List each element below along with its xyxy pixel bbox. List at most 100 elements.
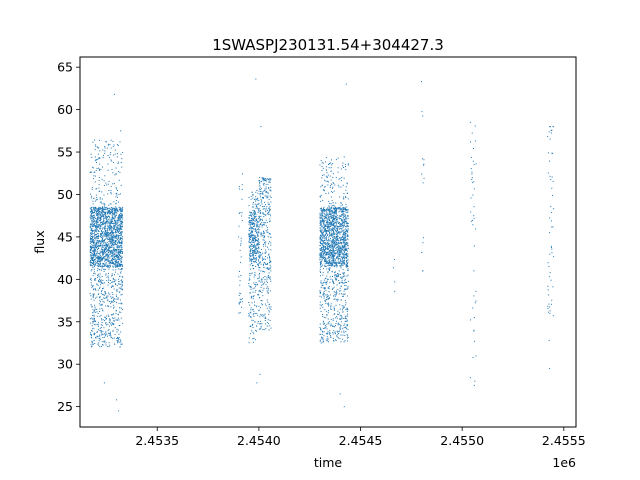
data-point — [338, 261, 340, 263]
data-point — [108, 225, 110, 227]
data-point — [260, 126, 262, 128]
data-point — [93, 319, 95, 321]
data-point — [268, 181, 270, 183]
data-point — [93, 211, 95, 213]
data-point — [340, 277, 342, 279]
data-point — [119, 208, 121, 210]
data-point — [112, 301, 114, 303]
data-point — [103, 268, 105, 270]
data-point — [321, 232, 323, 234]
data-point — [326, 282, 328, 284]
data-point — [331, 216, 333, 218]
data-point — [334, 258, 336, 260]
data-point — [92, 224, 94, 226]
data-point — [111, 249, 113, 251]
data-point — [106, 265, 108, 267]
data-point — [335, 208, 337, 210]
data-point — [320, 225, 322, 227]
data-point — [119, 215, 121, 217]
data-point — [346, 340, 348, 342]
data-point — [423, 164, 425, 166]
data-point — [109, 300, 111, 302]
data-point — [264, 320, 266, 322]
data-point — [261, 256, 263, 258]
data-point — [471, 220, 473, 222]
data-point — [341, 225, 343, 227]
data-point — [97, 227, 99, 229]
data-point — [341, 262, 343, 264]
data-point — [256, 247, 258, 249]
data-point — [250, 222, 252, 224]
data-point — [268, 306, 270, 308]
data-point — [120, 234, 122, 236]
data-point — [327, 247, 329, 249]
data-point — [329, 228, 331, 230]
data-point — [344, 232, 346, 234]
data-point — [249, 219, 251, 221]
data-point — [95, 337, 97, 339]
data-point — [338, 282, 340, 284]
data-point — [251, 226, 253, 228]
data-point — [252, 218, 254, 220]
data-point — [550, 206, 552, 208]
data-point — [339, 261, 341, 263]
data-point — [337, 334, 339, 336]
data-point — [94, 238, 96, 240]
data-point — [269, 262, 271, 264]
data-point — [264, 317, 266, 319]
data-point — [96, 229, 98, 231]
data-point — [91, 223, 93, 225]
data-point — [335, 208, 337, 210]
data-point — [321, 216, 323, 218]
data-point — [97, 256, 99, 258]
data-point — [321, 249, 323, 251]
data-point — [104, 248, 106, 250]
data-point — [339, 251, 341, 253]
data-point — [342, 208, 344, 210]
data-point — [326, 221, 328, 223]
data-point — [338, 222, 340, 224]
data-point — [111, 211, 113, 213]
data-point — [553, 208, 555, 210]
data-point — [93, 255, 95, 257]
data-point — [107, 216, 109, 218]
data-point — [100, 290, 102, 292]
data-point — [338, 293, 340, 295]
data-point — [255, 281, 257, 283]
data-point — [338, 250, 340, 252]
data-point — [93, 273, 95, 275]
data-point — [102, 279, 104, 281]
data-point — [252, 341, 254, 343]
data-point — [241, 306, 243, 308]
data-point — [94, 252, 96, 254]
data-point — [255, 237, 257, 239]
data-point — [102, 257, 104, 259]
data-point — [268, 323, 270, 325]
data-point — [547, 152, 549, 154]
data-point — [252, 235, 254, 237]
data-point — [339, 210, 341, 212]
data-point — [332, 235, 334, 237]
data-point — [333, 266, 335, 268]
data-point — [322, 162, 324, 164]
data-point — [107, 193, 109, 195]
data-point — [92, 238, 94, 240]
data-point — [322, 252, 324, 254]
data-point — [393, 259, 395, 261]
data-point — [117, 218, 119, 220]
data-point — [327, 181, 329, 183]
data-point — [323, 254, 325, 256]
data-point — [114, 258, 116, 260]
data-point — [120, 252, 122, 254]
data-point — [97, 257, 99, 259]
data-point — [116, 255, 118, 257]
data-point — [112, 258, 114, 260]
data-point — [95, 260, 97, 262]
data-point — [320, 261, 322, 263]
data-point — [327, 295, 329, 297]
scatter-points — [89, 78, 555, 412]
data-point — [241, 173, 243, 175]
data-point — [109, 218, 111, 220]
data-point — [95, 228, 97, 230]
data-point — [99, 280, 101, 282]
